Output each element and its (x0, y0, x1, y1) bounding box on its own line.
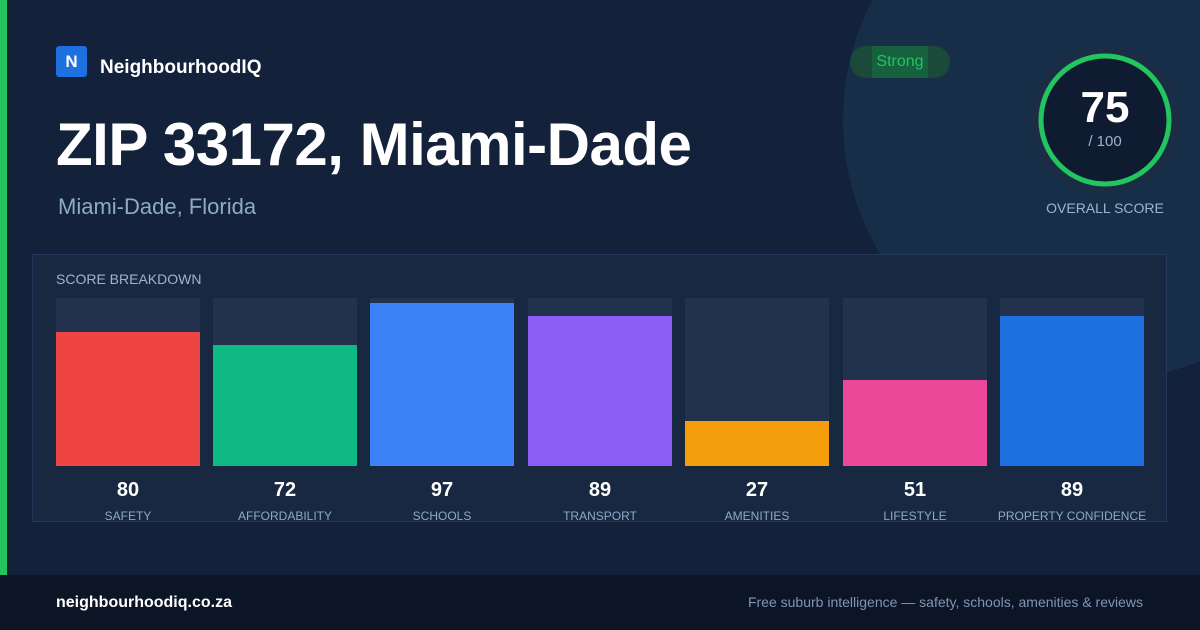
bar-amenities (685, 420, 829, 466)
bar-value: 27 (745, 479, 769, 501)
bar-label: AMENITIES (724, 509, 790, 523)
bar-transport (528, 316, 672, 466)
bar-affordability (213, 345, 357, 466)
bar-value: 89 (588, 479, 612, 501)
footer-tagline: Free suburb intelligence — safety, schoo… (747, 594, 1143, 610)
bar-label: TRANSPORT (563, 509, 637, 523)
bar-value: 80 (116, 479, 140, 501)
bar-property-confidence (1000, 316, 1144, 466)
footer (0, 575, 1200, 630)
bar-label: SCHOOLS (412, 509, 472, 523)
bar-value: 89 (1060, 479, 1084, 501)
bar-value: 51 (903, 479, 927, 501)
page-title: ZIP 33172, Miami-Dade (56, 111, 692, 178)
brand-name: NeighbourhoodIQ (100, 57, 262, 78)
bar-label: LIFESTYLE (883, 509, 947, 523)
score-breakdown-title: SCORE BREAKDOWN (56, 271, 202, 287)
bar-track (56, 298, 200, 466)
accent-bar (0, 0, 7, 575)
bar-value: 97 (430, 479, 454, 501)
bar-lifestyle (843, 380, 987, 466)
overall-score-ring (1029, 44, 1181, 196)
overall-score-max: / 100 (1088, 133, 1122, 150)
bar-schools (370, 303, 514, 466)
overall-score-label: OVERALL SCORE (1046, 200, 1164, 216)
footer-site-link[interactable]: neighbourhoodiq.co.za (56, 594, 232, 611)
bar-track (1000, 298, 1144, 466)
status-badge: Strong (850, 46, 950, 78)
logo-icon: N (56, 46, 87, 77)
bar-track (528, 298, 672, 466)
bar-value: 72 (273, 479, 297, 501)
bar-track (213, 298, 357, 466)
bar-label: SAFETY (104, 509, 152, 523)
bar-safety (56, 331, 200, 466)
bar-label: AFFORDABILITY (237, 509, 332, 523)
bar-track (843, 298, 987, 466)
status-badge-label: Strong (876, 53, 924, 70)
page-subtitle: Miami-Dade, Florida (58, 194, 257, 219)
bar-track (370, 298, 514, 466)
bar-track (685, 298, 829, 466)
overall-score-value: 75 (1080, 83, 1130, 132)
bar-label: PROPERTY CONFIDENCE (997, 509, 1147, 523)
